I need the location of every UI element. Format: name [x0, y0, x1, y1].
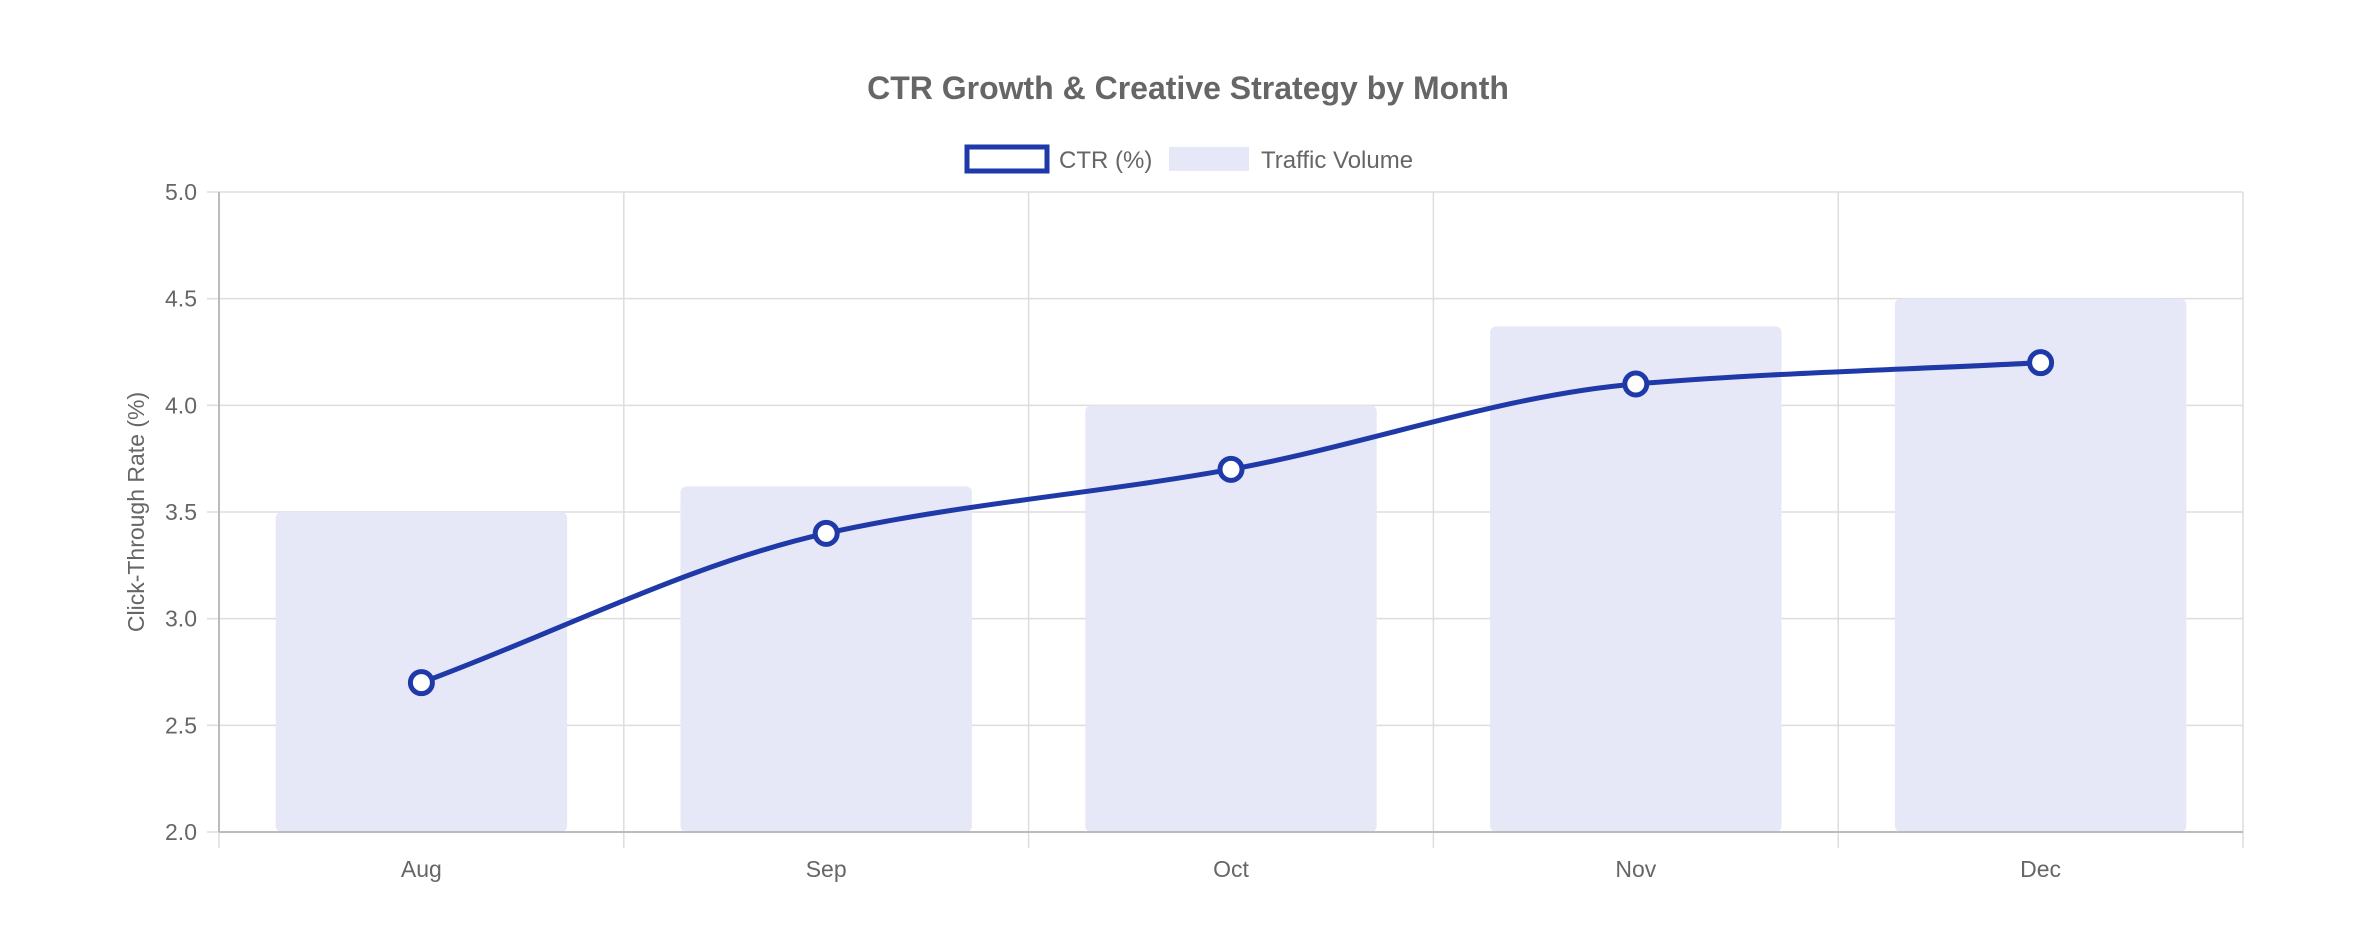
ctr-point[interactable] — [1217, 455, 1245, 483]
chart-title: CTR Growth & Creative Strategy by Month — [867, 70, 1509, 106]
ctr-point[interactable] — [407, 669, 435, 697]
legend-swatch-ctr — [964, 144, 1050, 174]
ctr-point[interactable] — [2027, 349, 2055, 377]
x-tick-label: Aug — [401, 856, 442, 882]
x-tick-label: Oct — [1213, 856, 1249, 882]
traffic-volume-bar[interactable] — [1490, 326, 1782, 832]
y-axis-title: Click-Through Rate (%) — [123, 392, 149, 632]
traffic-volume-bar[interactable] — [1085, 405, 1377, 832]
y-tick-label: 3.0 — [165, 606, 197, 632]
y-axis-ticks: 2.0 2.5 3.0 3.5 4.0 4.5 5.0 — [165, 179, 197, 845]
legend-label-traffic-volume: Traffic Volume — [1261, 147, 1413, 174]
y-tick-label: 3.5 — [165, 499, 197, 525]
legend-swatch-traffic-volume — [1169, 147, 1249, 171]
ctr-point[interactable] — [1622, 370, 1650, 398]
traffic-volume-bar[interactable] — [680, 486, 972, 832]
legend-item-traffic-volume[interactable]: Traffic Volume — [1169, 147, 1413, 174]
x-axis-ticks: Aug Sep Oct Nov Dec — [401, 856, 2061, 882]
x-tick-label: Sep — [806, 856, 847, 882]
axes — [218, 192, 2243, 833]
traffic-volume-bar[interactable] — [1894, 298, 2187, 833]
bars — [275, 298, 2187, 833]
legend-label-ctr: CTR (%) — [1059, 147, 1152, 174]
legend-item-ctr[interactable]: CTR (%) — [964, 144, 1152, 174]
y-tick-label: 2.5 — [165, 712, 197, 738]
x-tick-label: Dec — [2020, 856, 2061, 882]
ctr-points — [407, 349, 2055, 697]
y-tick-label: 4.5 — [165, 286, 197, 312]
y-tick-label: 5.0 — [165, 179, 197, 205]
ctr-point[interactable] — [812, 519, 840, 547]
legend[interactable]: CTR (%) Traffic Volume — [964, 144, 1413, 174]
y-tick-label: 2.0 — [165, 819, 197, 845]
y-tick-label: 4.0 — [165, 392, 197, 418]
x-tick-label: Nov — [1615, 856, 1656, 882]
